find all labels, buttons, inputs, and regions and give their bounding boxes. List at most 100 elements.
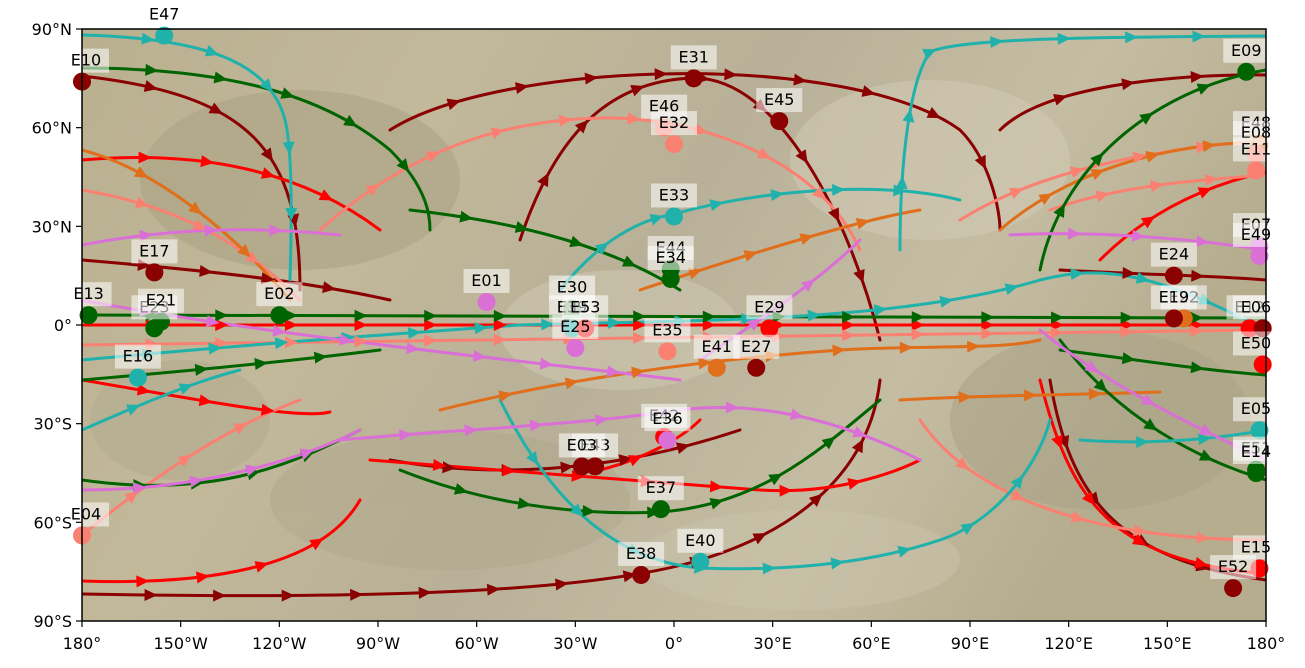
direction-arrow (141, 32, 155, 45)
encounter-label-bg (693, 334, 740, 359)
direction-arrow (582, 505, 596, 517)
direction-arrow (922, 48, 937, 60)
direction-arrow (725, 401, 739, 414)
direction-arrow (584, 72, 599, 85)
direction-arrow (1190, 311, 1204, 324)
direction-arrow (260, 272, 275, 285)
direction-arrow (981, 327, 995, 340)
direction-arrow (702, 310, 716, 323)
track-red-south (82, 498, 362, 584)
encounter-marker-e02 (270, 306, 289, 325)
direction-arrow (139, 229, 153, 242)
direction-arrow (254, 358, 268, 370)
direction-arrow (124, 491, 139, 504)
direction-arrow (260, 167, 276, 179)
track-teal-40 (498, 398, 1052, 571)
direction-arrow (208, 342, 222, 355)
track-red-42 (598, 418, 702, 472)
direction-arrow (514, 221, 529, 233)
x-tick-label: 180° (1247, 634, 1286, 653)
track-darkred-south (82, 378, 882, 598)
encounter-label-e04: E04 (71, 504, 101, 523)
encounter-label-bg (733, 334, 780, 359)
direction-arrow (192, 218, 207, 230)
direction-arrow (756, 147, 771, 159)
encounter-label-e41: E41 (702, 337, 732, 356)
direction-arrow (911, 311, 925, 324)
encounter-marker-e32 (665, 135, 683, 154)
direction-arrow (233, 423, 248, 435)
y-tick-label: 60°N (32, 119, 72, 138)
direction-arrow (633, 319, 647, 331)
direction-arrow (911, 328, 925, 341)
track-green-e14 (1058, 348, 1266, 377)
encounter-label-bg (637, 476, 684, 501)
encounter-marker-e43 (586, 457, 605, 476)
direction-arrow (851, 438, 864, 454)
direction-arrow (354, 335, 368, 348)
track-teal-west (82, 368, 242, 432)
direction-arrow (811, 186, 826, 200)
encounter-marker-e41 (707, 358, 726, 377)
direction-arrow (1095, 190, 1110, 203)
direction-arrow (1149, 180, 1164, 193)
direction-arrow (125, 404, 141, 416)
y-tick-label: 60°S (33, 513, 72, 532)
encounter-marker-e47 (155, 26, 174, 45)
encounter-label-e45: E45 (764, 90, 794, 109)
direction-arrow (847, 478, 862, 490)
direction-arrow (1202, 140, 1216, 152)
direction-arrow (1140, 216, 1156, 229)
direction-arrow (564, 377, 579, 390)
encounter-label-e21: E21 (146, 291, 176, 310)
encounter-label-e50: E50 (1241, 333, 1271, 352)
direction-arrow (939, 295, 954, 308)
direction-arrow (1084, 360, 1099, 373)
direction-arrow (281, 589, 295, 602)
direction-arrow (960, 523, 975, 535)
encounter-label-bg (677, 528, 724, 553)
encounter-label-e40: E40 (685, 531, 715, 550)
direction-arrow (145, 63, 159, 76)
encounter-label-e36: E36 (652, 409, 682, 428)
track-green-mid (408, 208, 682, 292)
direction-arrow (633, 332, 647, 345)
encounter-label-e11: E11 (1241, 139, 1271, 158)
y-axis-ticks: 90°N 60°N 30°N 0° 30°S 60°S 90°S (32, 20, 82, 631)
direction-arrow (560, 461, 574, 474)
direction-arrow (136, 575, 150, 588)
direction-arrow (768, 473, 783, 486)
direction-arrow (200, 155, 214, 168)
encounter-marker-e24 (1164, 266, 1183, 285)
direction-arrow (808, 493, 823, 507)
track-darkred-north (82, 74, 302, 292)
track-darkred-east (998, 73, 1266, 132)
x-tick-label: 0° (665, 634, 683, 653)
direction-arrow (189, 475, 204, 488)
direction-arrow (709, 199, 724, 211)
direction-arrow (407, 327, 422, 340)
direction-arrow (571, 469, 585, 482)
direction-arrow (526, 450, 539, 466)
encounter-label-e37: E37 (646, 478, 676, 497)
direction-arrow (486, 583, 501, 596)
direction-arrow (687, 267, 703, 280)
encounter-marker-e13 (79, 306, 98, 325)
direction-arrow (958, 391, 972, 404)
y-tick-label: 30°S (33, 415, 72, 434)
direction-arrow (594, 414, 609, 427)
direction-arrow (902, 108, 915, 123)
x-axis-ticks: 180° 150°W 120°W 90°W 60°W 30°W 0° 30°E 60°E 90°E… (63, 621, 1286, 653)
direction-arrow (322, 281, 336, 294)
direction-arrow (284, 336, 298, 349)
direction-arrow (272, 324, 287, 337)
x-tick-label: 120°E (1044, 634, 1093, 653)
encounter-label-bg (1233, 440, 1279, 464)
direction-arrow (299, 448, 314, 460)
encounter-label-bg (141, 2, 188, 27)
direction-arrow (926, 106, 941, 119)
encounter-marker-e36 (658, 431, 677, 450)
direction-arrow (1051, 311, 1065, 324)
direction-arrow (1190, 324, 1204, 337)
x-tick-label: 90°E (951, 634, 989, 653)
